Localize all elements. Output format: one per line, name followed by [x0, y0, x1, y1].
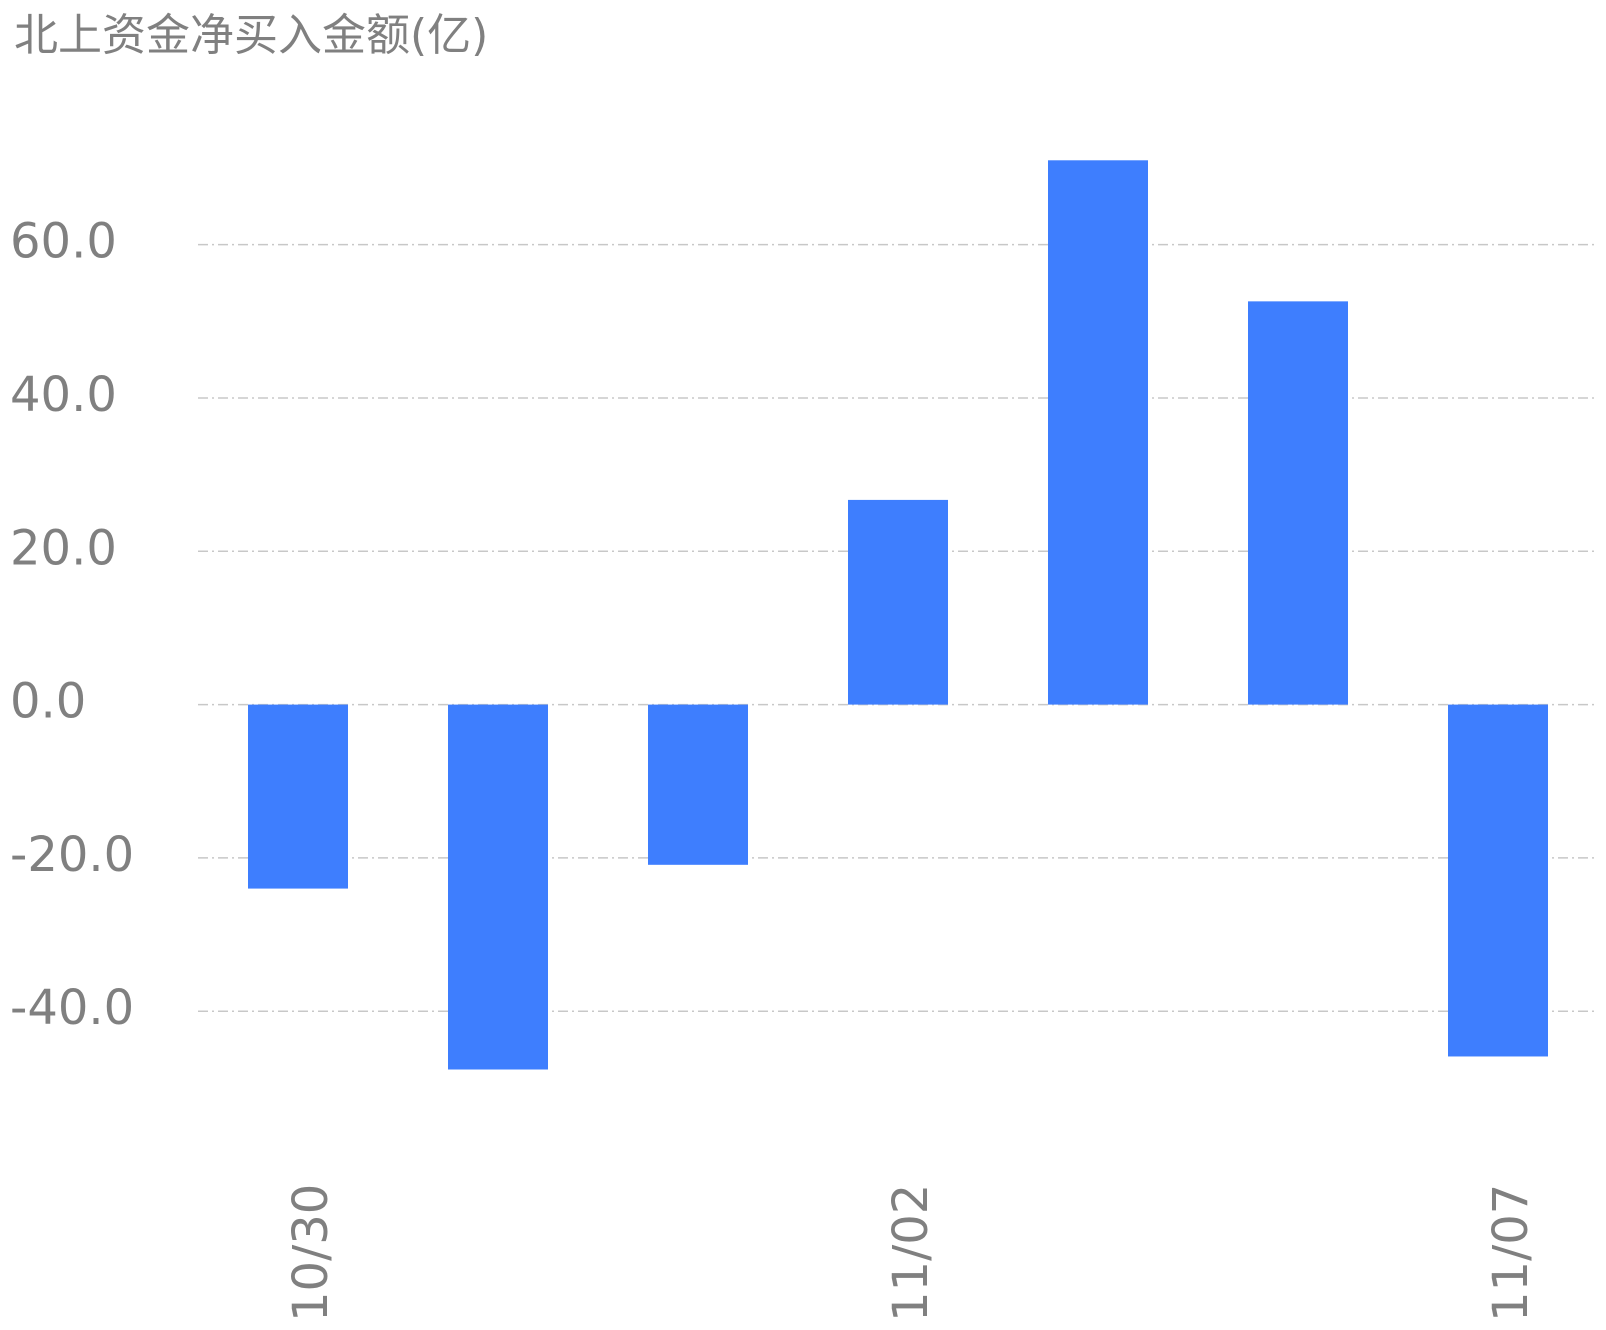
bar [848, 499, 948, 705]
bar [1248, 301, 1348, 705]
bar [648, 704, 748, 865]
y-tick-label: -40.0 [10, 980, 134, 1036]
bar [248, 704, 348, 889]
y-tick-label: 60.0 [10, 214, 117, 270]
bar [1048, 160, 1148, 705]
x-tick-label: 11/02 [883, 1184, 939, 1322]
y-tick-label: 0.0 [10, 674, 86, 730]
x-tick-label: 11/07 [1483, 1184, 1539, 1322]
bar [448, 704, 548, 1070]
bar [1448, 704, 1548, 1057]
x-tick-label: 10/30 [283, 1184, 339, 1322]
chart-title: 北上资金净买入金额(亿) [14, 10, 488, 61]
y-tick-label: 40.0 [10, 367, 117, 423]
y-tick-label: -20.0 [10, 827, 134, 883]
y-tick-label: 20.0 [10, 520, 117, 576]
